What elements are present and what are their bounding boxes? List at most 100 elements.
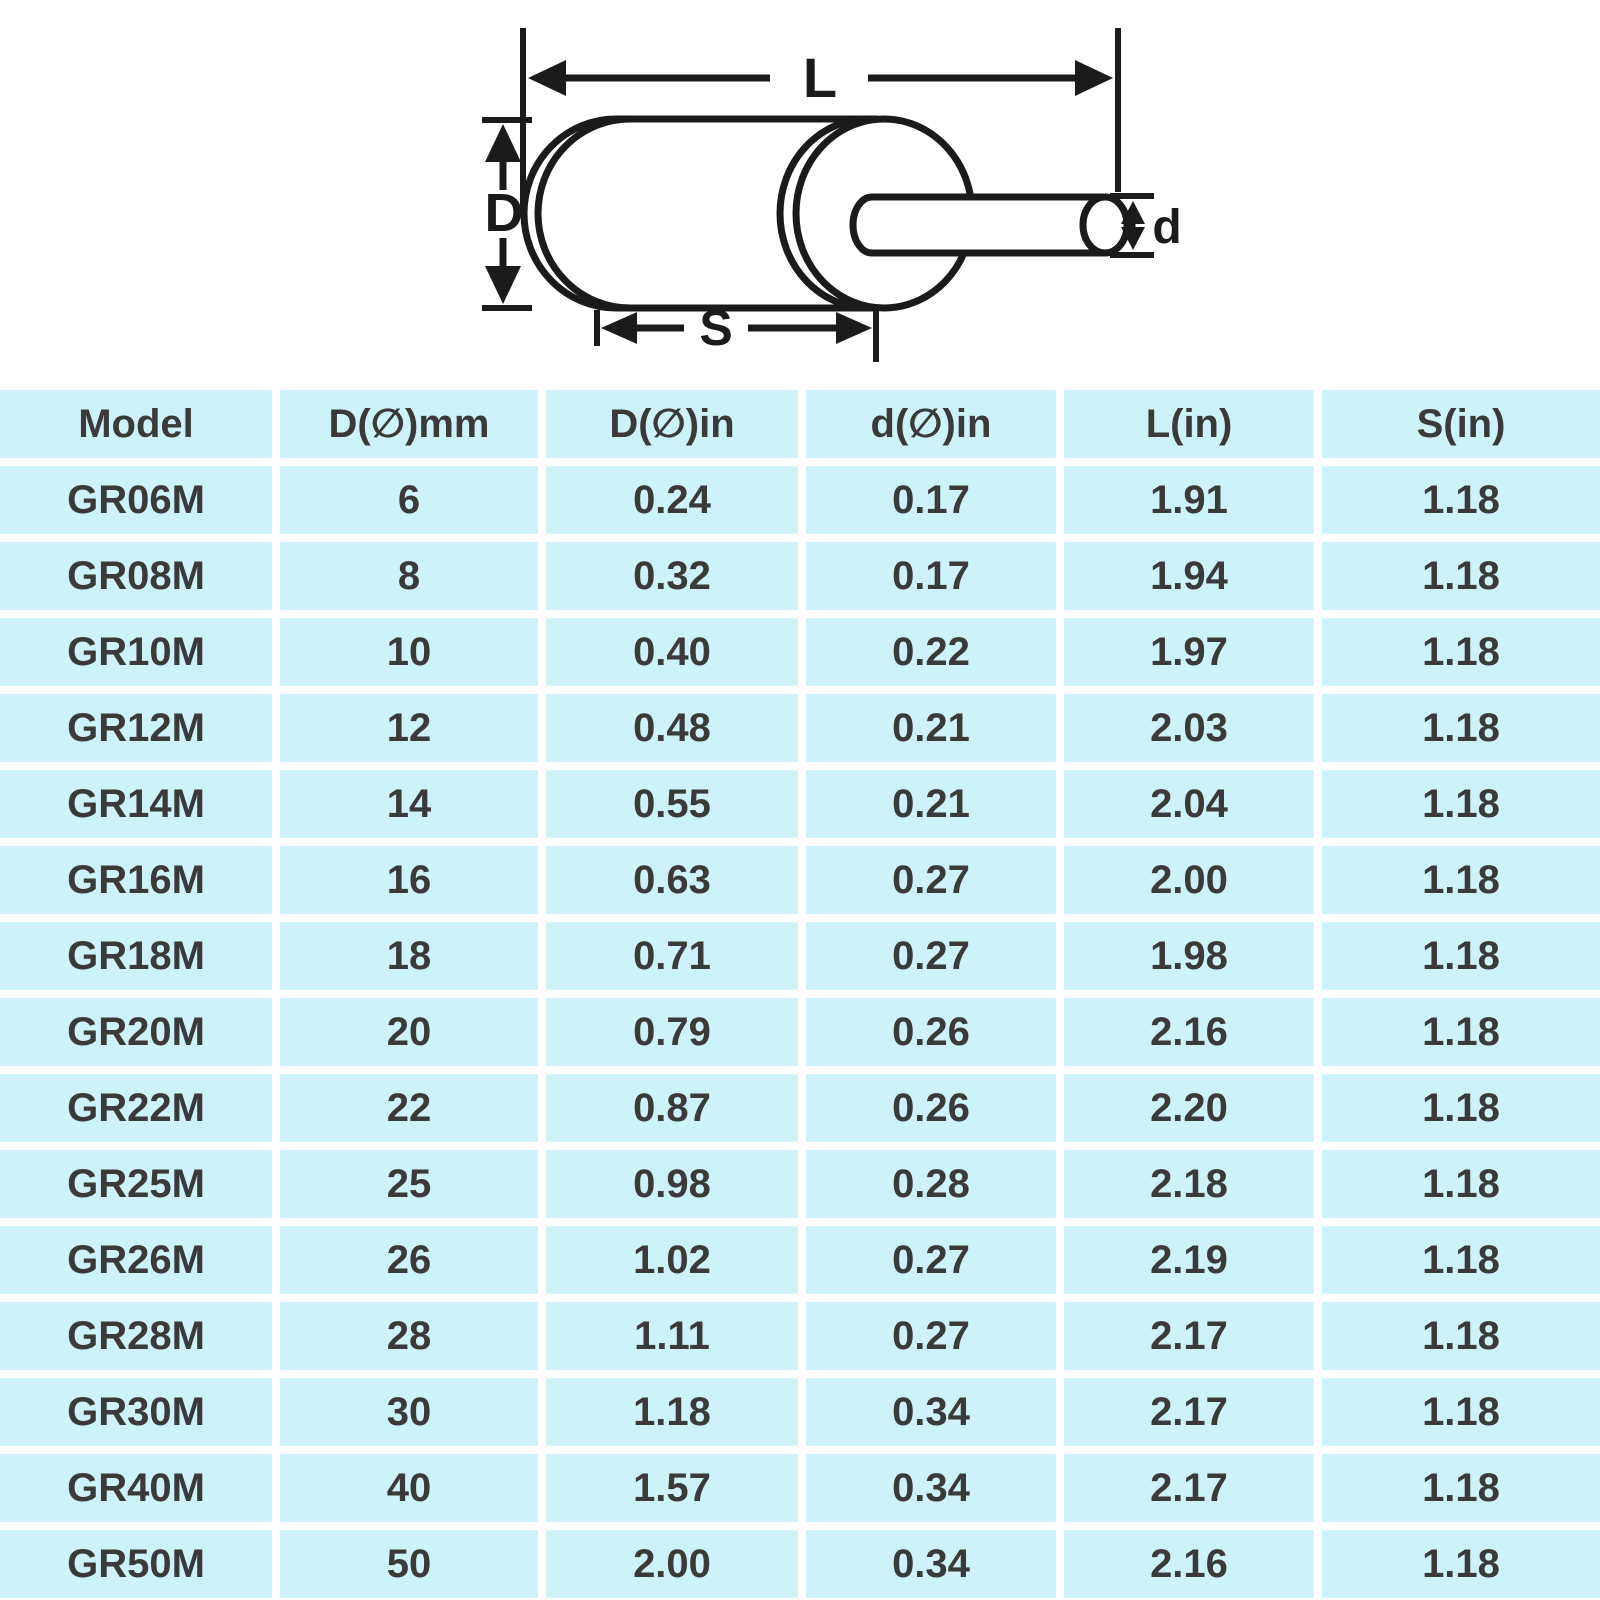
value-cell-3-1: 12 (280, 694, 538, 762)
value-cell-4-3: 0.21 (806, 770, 1056, 838)
value-cell-8-2: 0.87 (546, 1074, 798, 1142)
value-cell-0-2: 0.24 (546, 466, 798, 534)
value-cell-8-4: 2.20 (1064, 1074, 1314, 1142)
cylinder-left-cap-inner (534, 115, 631, 312)
header-cell-5: S(in) (1322, 390, 1600, 458)
value-cell-10-2: 1.02 (546, 1226, 798, 1294)
dim-S-arrow-left (601, 312, 637, 344)
value-cell-4-5: 1.18 (1322, 770, 1600, 838)
value-cell-14-5: 1.18 (1322, 1530, 1600, 1598)
value-cell-0-1: 6 (280, 466, 538, 534)
value-cell-10-1: 26 (280, 1226, 538, 1294)
value-cell-14-4: 2.16 (1064, 1530, 1314, 1598)
value-cell-13-5: 1.18 (1322, 1454, 1600, 1522)
dim-D-arrow-down (485, 266, 521, 304)
value-cell-14-3: 0.34 (806, 1530, 1056, 1598)
dim-L-arrow-right (1075, 60, 1113, 96)
model-cell-6: GR18M (0, 922, 272, 990)
value-cell-11-4: 2.17 (1064, 1302, 1314, 1370)
value-cell-4-1: 14 (280, 770, 538, 838)
header-cell-4: L(in) (1064, 390, 1314, 458)
model-cell-10: GR26M (0, 1226, 272, 1294)
model-cell-1: GR08M (0, 542, 272, 610)
dim-label-d: d (1152, 201, 1181, 254)
value-cell-3-3: 0.21 (806, 694, 1056, 762)
value-cell-2-4: 1.97 (1064, 618, 1314, 686)
value-cell-3-5: 1.18 (1322, 694, 1600, 762)
value-cell-13-1: 40 (280, 1454, 538, 1522)
value-cell-5-5: 1.18 (1322, 846, 1600, 914)
value-cell-1-5: 1.18 (1322, 542, 1600, 610)
dim-d-arrow-up (1121, 201, 1145, 224)
header-cell-0: Model (0, 390, 272, 458)
dim-d-arrow-down (1121, 227, 1145, 250)
value-cell-1-3: 0.17 (806, 542, 1056, 610)
value-cell-13-2: 1.57 (546, 1454, 798, 1522)
value-cell-9-2: 0.98 (546, 1150, 798, 1218)
value-cell-9-4: 2.18 (1064, 1150, 1314, 1218)
value-cell-5-3: 0.27 (806, 846, 1056, 914)
value-cell-13-4: 2.17 (1064, 1454, 1314, 1522)
dimension-diagram: L D d S (0, 0, 1600, 390)
cylinder-left-cap-outer (520, 115, 617, 312)
value-cell-10-4: 2.19 (1064, 1226, 1314, 1294)
value-cell-8-1: 22 (280, 1074, 538, 1142)
value-cell-11-5: 1.18 (1322, 1302, 1600, 1370)
value-cell-12-5: 1.18 (1322, 1378, 1600, 1446)
value-cell-7-1: 20 (280, 998, 538, 1066)
dim-d (1110, 193, 1154, 258)
dim-L-arrow-left (528, 60, 566, 96)
value-cell-12-2: 1.18 (546, 1378, 798, 1446)
spec-table: Model D(∅)mm D(∅)in d(∅)in L(in) S(in) GR06M 6 0… (0, 390, 1600, 1598)
value-cell-12-1: 30 (280, 1378, 538, 1446)
value-cell-8-3: 0.26 (806, 1074, 1056, 1142)
value-cell-14-2: 2.00 (546, 1530, 798, 1598)
dim-label-D: D (485, 183, 524, 243)
value-cell-0-3: 0.17 (806, 466, 1056, 534)
header-cell-3: d(∅)in (806, 390, 1056, 458)
value-cell-10-5: 1.18 (1322, 1226, 1600, 1294)
value-cell-2-1: 10 (280, 618, 538, 686)
dim-label-L: L (803, 46, 837, 109)
dim-S (594, 310, 879, 362)
dim-label-S: S (699, 300, 732, 356)
value-cell-9-1: 25 (280, 1150, 538, 1218)
value-cell-6-2: 0.71 (546, 922, 798, 990)
value-cell-0-5: 1.18 (1322, 466, 1600, 534)
dim-D (482, 117, 532, 311)
value-cell-4-4: 2.04 (1064, 770, 1314, 838)
value-cell-11-1: 28 (280, 1302, 538, 1370)
value-cell-3-2: 0.48 (546, 694, 798, 762)
value-cell-3-4: 2.03 (1064, 694, 1314, 762)
value-cell-6-3: 0.27 (806, 922, 1056, 990)
value-cell-11-2: 1.11 (546, 1302, 798, 1370)
value-cell-1-1: 8 (280, 542, 538, 610)
value-cell-2-2: 0.40 (546, 618, 798, 686)
value-cell-8-5: 1.18 (1322, 1074, 1600, 1142)
dim-D-arrow-up (485, 124, 521, 162)
shank-left-cap (849, 193, 873, 257)
model-cell-14: GR50M (0, 1530, 272, 1598)
value-cell-5-4: 2.00 (1064, 846, 1314, 914)
model-cell-3: GR12M (0, 694, 272, 762)
value-cell-9-5: 1.18 (1322, 1150, 1600, 1218)
model-cell-9: GR25M (0, 1150, 272, 1218)
cylinder-right-rim (776, 115, 869, 312)
model-cell-5: GR16M (0, 846, 272, 914)
model-cell-4: GR14M (0, 770, 272, 838)
model-cell-2: GR10M (0, 618, 272, 686)
value-cell-12-3: 0.34 (806, 1378, 1056, 1446)
dim-L (528, 60, 1113, 96)
header-cell-1: D(∅)mm (280, 390, 538, 458)
value-cell-7-2: 0.79 (546, 998, 798, 1066)
value-cell-11-3: 0.27 (806, 1302, 1056, 1370)
model-cell-12: GR30M (0, 1378, 272, 1446)
value-cell-7-3: 0.26 (806, 998, 1056, 1066)
value-cell-13-3: 0.34 (806, 1454, 1056, 1522)
value-cell-14-1: 50 (280, 1530, 538, 1598)
value-cell-6-5: 1.18 (1322, 922, 1600, 990)
value-cell-12-4: 2.17 (1064, 1378, 1314, 1446)
value-cell-2-5: 1.18 (1322, 618, 1600, 686)
model-cell-7: GR20M (0, 998, 272, 1066)
